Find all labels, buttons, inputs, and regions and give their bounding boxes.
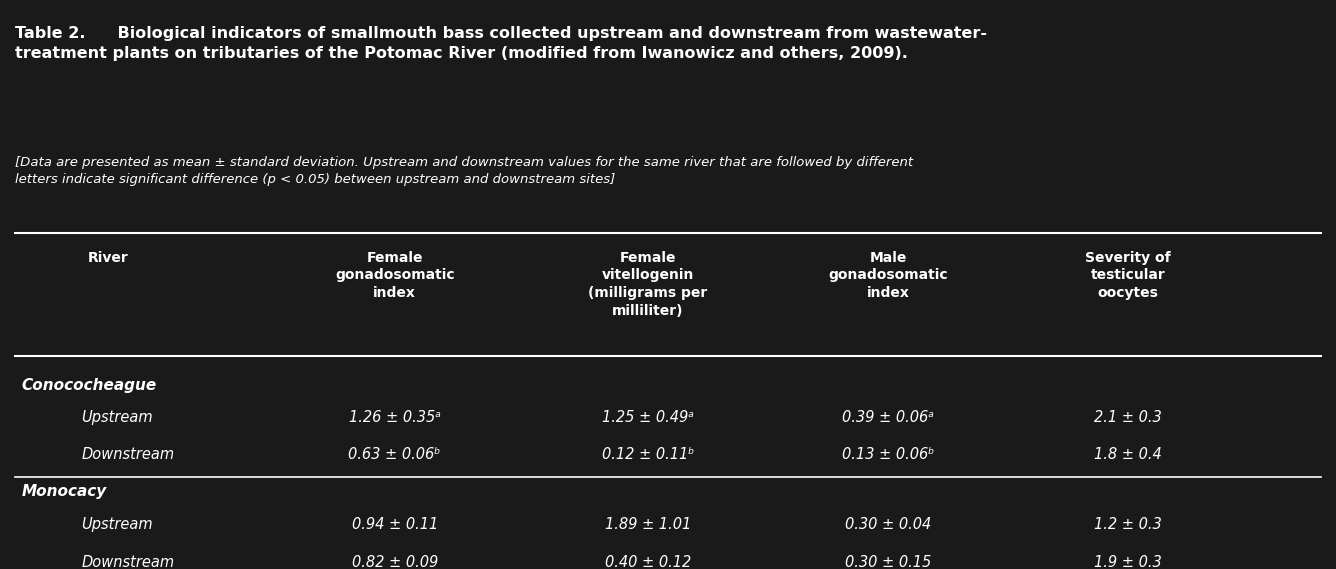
Text: Upstream: Upstream [81, 517, 154, 532]
Text: 0.63 ± 0.06ᵇ: 0.63 ± 0.06ᵇ [349, 447, 441, 461]
Text: 0.13 ± 0.06ᵇ: 0.13 ± 0.06ᵇ [842, 447, 934, 461]
Text: 0.30 ± 0.15: 0.30 ± 0.15 [844, 555, 931, 569]
Text: 0.30 ± 0.04: 0.30 ± 0.04 [844, 517, 931, 532]
Text: Severity of
testicular
oocytes: Severity of testicular oocytes [1085, 250, 1170, 300]
Text: 1.8 ± 0.4: 1.8 ± 0.4 [1094, 447, 1162, 461]
Text: River: River [88, 250, 128, 265]
Text: Male
gonadosomatic
index: Male gonadosomatic index [828, 250, 947, 300]
Text: Monocacy: Monocacy [21, 484, 107, 500]
Text: 0.12 ± 0.11ᵇ: 0.12 ± 0.11ᵇ [601, 447, 695, 461]
Text: 1.2 ± 0.3: 1.2 ± 0.3 [1094, 517, 1162, 532]
Text: Female
gonadosomatic
index: Female gonadosomatic index [335, 250, 454, 300]
Text: 1.26 ± 0.35ᵃ: 1.26 ± 0.35ᵃ [349, 410, 441, 425]
Text: 0.82 ± 0.09: 0.82 ± 0.09 [351, 555, 438, 569]
Text: Female
vitellogenin
(milligrams per
milliliter): Female vitellogenin (milligrams per mill… [588, 250, 708, 318]
Text: [Data are presented as mean ± standard deviation. Upstream and downstream values: [Data are presented as mean ± standard d… [15, 156, 912, 185]
Text: Table 2.  Biological indicators of smallmouth bass collected upstream and downst: Table 2. Biological indicators of smallm… [15, 26, 987, 60]
Text: 1.89 ± 1.01: 1.89 ± 1.01 [605, 517, 691, 532]
Text: Downstream: Downstream [81, 447, 175, 461]
Text: 1.9 ± 0.3: 1.9 ± 0.3 [1094, 555, 1162, 569]
Text: Downstream: Downstream [81, 555, 175, 569]
Text: Conococheague: Conococheague [21, 378, 156, 393]
Text: 0.94 ± 0.11: 0.94 ± 0.11 [351, 517, 438, 532]
Text: 0.39 ± 0.06ᵃ: 0.39 ± 0.06ᵃ [842, 410, 934, 425]
Text: 0.40 ± 0.12: 0.40 ± 0.12 [605, 555, 691, 569]
Text: Upstream: Upstream [81, 410, 154, 425]
Text: 1.25 ± 0.49ᵃ: 1.25 ± 0.49ᵃ [603, 410, 693, 425]
Text: 2.1 ± 0.3: 2.1 ± 0.3 [1094, 410, 1162, 425]
